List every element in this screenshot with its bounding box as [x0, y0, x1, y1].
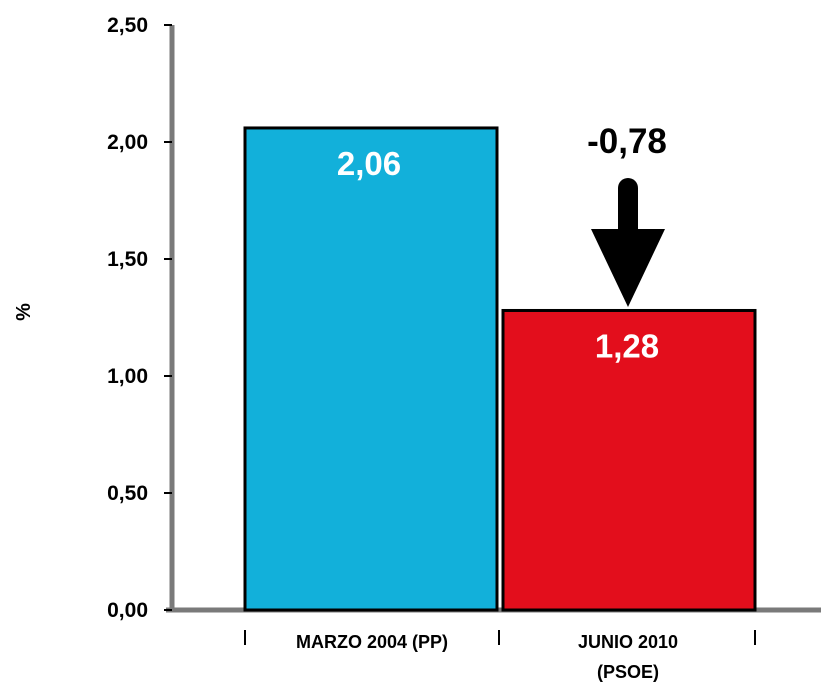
y-tick-label: 2,50 — [107, 14, 148, 37]
bar-value-label: 2,06 — [337, 145, 401, 182]
bar-value-label: 1,28 — [595, 327, 659, 364]
x-axis-labels: MARZO 2004 (PP) JUNIO 2010 (PSOE) — [296, 632, 678, 682]
x-category-label: MARZO 2004 (PP) — [296, 632, 448, 652]
x-category-label-line: MARZO 2004 (PP) — [296, 632, 448, 652]
y-axis-label: % — [13, 303, 35, 321]
y-tick-label: 1,00 — [107, 365, 148, 388]
y-tick-label: 1,50 — [107, 248, 148, 271]
y-tick-label: 2,00 — [107, 131, 148, 154]
bar — [501, 308, 757, 612]
x-category-label-line: JUNIO 2010 — [578, 632, 678, 652]
bars: 2,06 1,28 — [243, 126, 757, 612]
down-arrow-icon — [591, 178, 665, 307]
x-category-label-line: (PSOE) — [597, 662, 659, 682]
y-tick-label: 0,50 — [107, 482, 148, 505]
bar — [243, 126, 499, 612]
y-tick-label: 0,00 — [107, 599, 148, 622]
x-axis-ticks — [244, 630, 756, 645]
difference-label: -0,78 — [587, 122, 667, 161]
x-category-label: JUNIO 2010 (PSOE) — [578, 632, 678, 682]
y-axis-ticks: 0,00 0,50 1,00 1,50 2,00 2,50 — [107, 14, 172, 622]
